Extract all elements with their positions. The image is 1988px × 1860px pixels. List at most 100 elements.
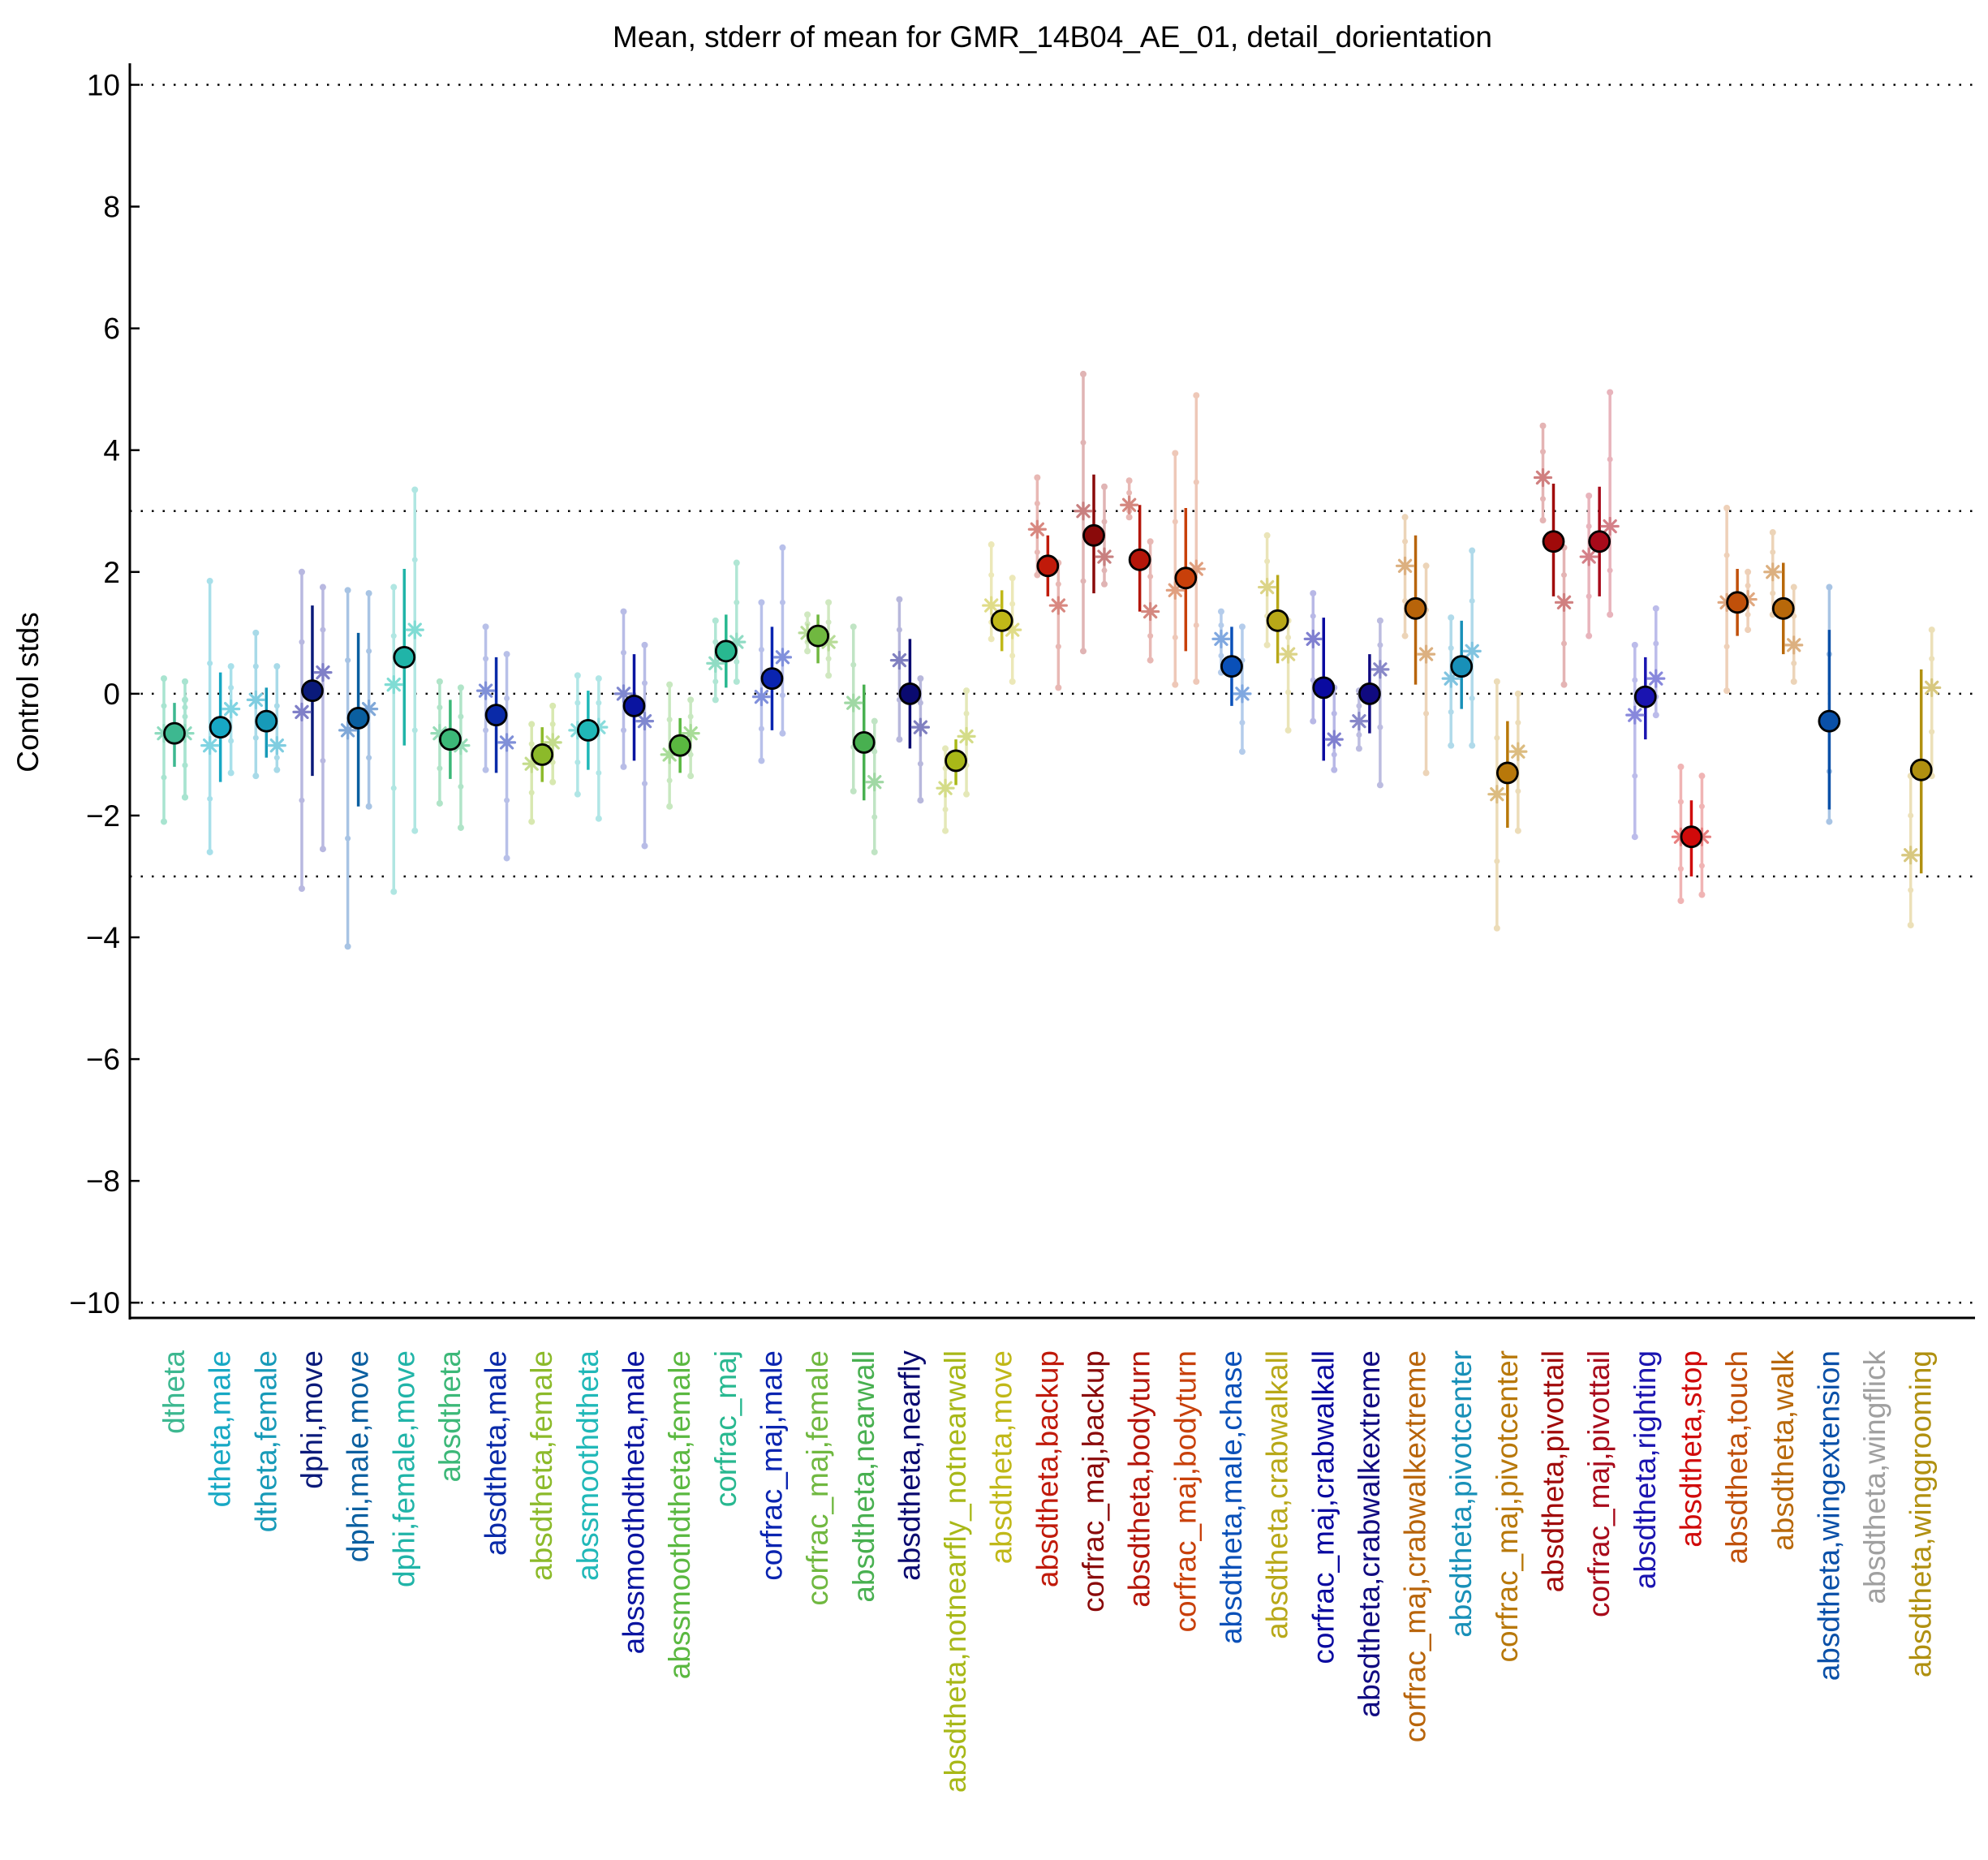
group-range-point bbox=[1745, 611, 1751, 618]
group-range-point bbox=[1310, 613, 1316, 619]
group-range-point bbox=[666, 717, 673, 723]
group-range-end bbox=[1238, 748, 1246, 756]
group-range-point bbox=[1607, 567, 1613, 574]
group-range-end bbox=[1469, 742, 1476, 749]
mean-marker bbox=[1818, 709, 1841, 733]
group-range-end bbox=[227, 663, 235, 670]
group-range-point bbox=[1494, 734, 1500, 741]
x-tick-labels: dtheta dtheta,male dtheta,female dphi,move d… bbox=[157, 1350, 1938, 1793]
group-range-end bbox=[942, 745, 949, 752]
group-range-point bbox=[1356, 732, 1362, 738]
group-range-end bbox=[1790, 678, 1797, 685]
group-range-point bbox=[1009, 601, 1016, 607]
mean-marker bbox=[163, 721, 186, 745]
group-range-end bbox=[344, 943, 351, 950]
group-range-end bbox=[1080, 648, 1087, 655]
group-range-end bbox=[1376, 781, 1383, 789]
group-range-end bbox=[1284, 726, 1292, 734]
group-range-end bbox=[273, 766, 281, 773]
x-tick-label: absdtheta,touch bbox=[1720, 1350, 1753, 1564]
x-tick-label: absdtheta,wingflick bbox=[1858, 1350, 1891, 1604]
y-tick-label: 2 bbox=[103, 556, 120, 589]
group-mean-asterisk bbox=[222, 700, 241, 719]
group-range-end bbox=[1147, 538, 1154, 545]
group-mean-asterisk bbox=[1487, 785, 1507, 804]
y-tick-label: −2 bbox=[86, 799, 120, 833]
group-range-end bbox=[871, 717, 878, 725]
group-range-point bbox=[687, 713, 694, 720]
group-range-point bbox=[1239, 720, 1246, 726]
group-range-point bbox=[988, 572, 995, 579]
group-range-point bbox=[549, 721, 556, 727]
mean-marker bbox=[1771, 596, 1795, 620]
x-tick-label: abssmoothdtheta bbox=[571, 1350, 605, 1581]
group-range-point bbox=[161, 703, 167, 709]
y-tick-label: −10 bbox=[69, 1286, 120, 1320]
group-mean-asterisk bbox=[497, 733, 517, 752]
group-mean-asterisk bbox=[1646, 669, 1666, 688]
group-range-point bbox=[1285, 689, 1292, 695]
chart-title: Mean, stderr of mean for GMR_14B04_AE_01… bbox=[613, 20, 1492, 54]
group-mean-asterisk bbox=[1784, 635, 1804, 655]
group-range-point bbox=[917, 700, 923, 706]
group-mean-asterisk bbox=[1349, 712, 1369, 731]
group-range-end bbox=[1493, 678, 1500, 685]
group-range-end bbox=[758, 757, 765, 764]
group-range-point bbox=[942, 806, 949, 812]
group-range-point bbox=[642, 680, 648, 687]
x-tick-label: corfrac_maj bbox=[709, 1350, 742, 1507]
group-mean-asterisk bbox=[384, 675, 403, 695]
group-range-end bbox=[252, 773, 260, 780]
group-range-end bbox=[871, 848, 878, 855]
group-range-end bbox=[1310, 717, 1317, 725]
group-range-point bbox=[483, 656, 489, 662]
mean-marker bbox=[1680, 825, 1703, 849]
y-tick-label: 0 bbox=[103, 678, 120, 711]
group-range-point bbox=[1607, 456, 1613, 463]
group-range-point bbox=[963, 710, 970, 717]
group-range-end bbox=[825, 599, 833, 606]
group-range-end bbox=[227, 769, 235, 777]
group-range-point bbox=[734, 599, 740, 605]
group-range-point bbox=[1723, 552, 1730, 558]
group-range-point bbox=[712, 639, 719, 645]
group-range-end bbox=[182, 696, 188, 704]
mean-marker bbox=[669, 734, 692, 757]
group-range-point bbox=[574, 759, 581, 765]
group-range-point bbox=[161, 774, 167, 781]
group-range-point bbox=[504, 695, 510, 702]
reference-lines bbox=[130, 84, 1975, 1304]
group-range-point bbox=[1285, 634, 1292, 640]
mean-marker bbox=[714, 639, 738, 663]
group-range-end bbox=[687, 696, 695, 704]
group-mean-asterisk bbox=[1074, 502, 1093, 521]
group-range-end bbox=[411, 827, 419, 834]
group-range-point bbox=[1791, 660, 1797, 666]
group-range-end bbox=[1172, 450, 1179, 457]
group-range-end bbox=[641, 641, 648, 648]
group-range-point bbox=[1515, 788, 1521, 794]
group-range-point bbox=[228, 684, 235, 691]
group-range-end bbox=[1331, 766, 1338, 773]
x-tick-label: corfrac_maj,crabwalkall bbox=[1306, 1350, 1340, 1664]
group-range-end bbox=[1238, 623, 1246, 631]
group-range-point bbox=[1586, 593, 1592, 600]
group-range-point bbox=[1101, 519, 1108, 525]
group-range-point bbox=[1101, 567, 1108, 574]
group-mean-asterisk bbox=[1278, 644, 1298, 664]
group-mean-asterisk bbox=[1441, 669, 1461, 688]
group-range-end bbox=[344, 587, 351, 594]
group-range-end bbox=[252, 629, 260, 636]
x-tick-label: absdtheta,winggrooming bbox=[1904, 1350, 1938, 1677]
group-mean-asterisk bbox=[475, 681, 496, 700]
group-range-end bbox=[641, 842, 648, 850]
group-mean-asterisk bbox=[1257, 577, 1277, 597]
group-range-end bbox=[1469, 547, 1476, 554]
group-range-point bbox=[1745, 583, 1751, 589]
mean-marker bbox=[945, 749, 967, 773]
group-range-end bbox=[1055, 684, 1062, 691]
group-range-end bbox=[549, 778, 557, 786]
x-tick-label: absdtheta,backup bbox=[1031, 1350, 1064, 1587]
